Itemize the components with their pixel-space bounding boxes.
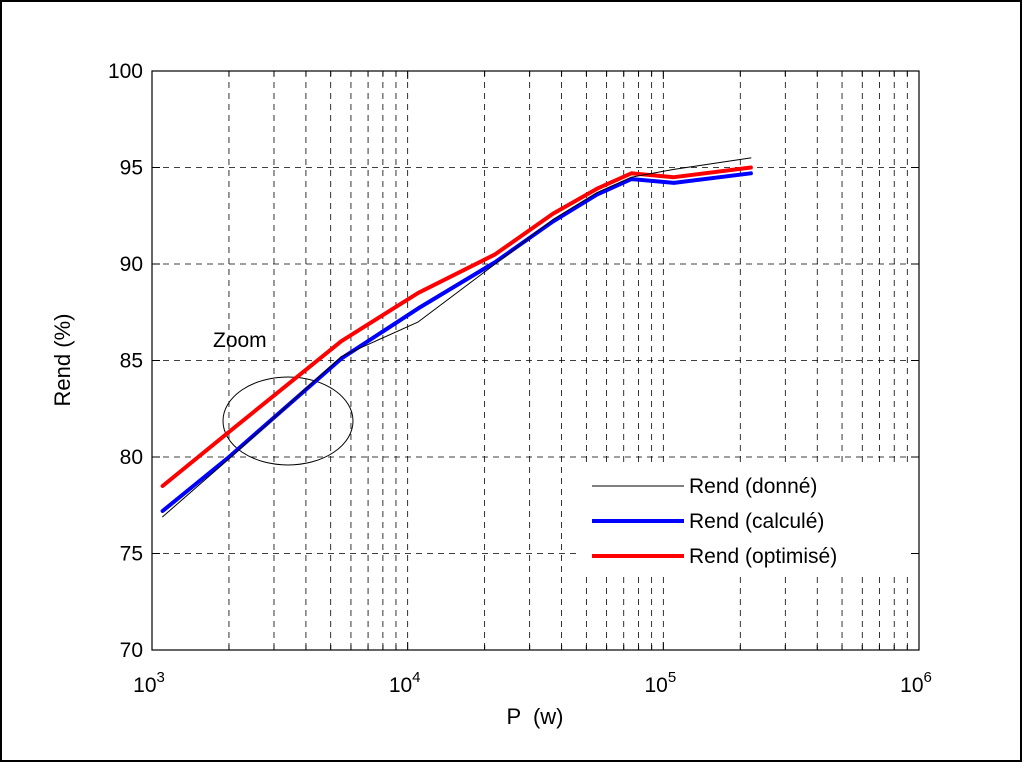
- annotations: Zoom: [213, 329, 354, 466]
- legend: Rend (donné) Rend (calculé) Rend (optimisé…: [578, 467, 908, 575]
- series-line-0: [162, 157, 752, 518]
- y-tick-label: 95: [120, 157, 143, 180]
- x-tick-label: 105: [644, 669, 676, 697]
- grid: [152, 71, 919, 650]
- zoom-annotation-label: Zoom: [213, 329, 267, 352]
- legend-label: Rend (calculé): [689, 510, 824, 533]
- y-tick-label: 90: [120, 253, 143, 276]
- legend-label: Rend (donné): [689, 475, 817, 498]
- y-tick-label: 100: [108, 60, 143, 83]
- y-axis-label: Rend (%): [50, 314, 75, 407]
- x-axis-label: P (w): [506, 704, 563, 729]
- legend-label: Rend (optimisé): [689, 545, 837, 568]
- x-tick-label: 103: [133, 669, 165, 697]
- x-tick-label: 104: [389, 669, 421, 697]
- series-line-2: [160, 165, 753, 488]
- zoom-ellipse: [222, 376, 354, 466]
- y-tick-label: 70: [120, 639, 143, 662]
- y-tick-label: 80: [120, 446, 143, 469]
- x-tick-label: 106: [900, 669, 932, 697]
- ticks: 70 75 80 85 90 95 100 103 104 105 106: [108, 60, 932, 697]
- series-lines: [160, 157, 753, 518]
- y-tick-label: 85: [120, 350, 143, 373]
- y-tick-label: 75: [120, 543, 143, 566]
